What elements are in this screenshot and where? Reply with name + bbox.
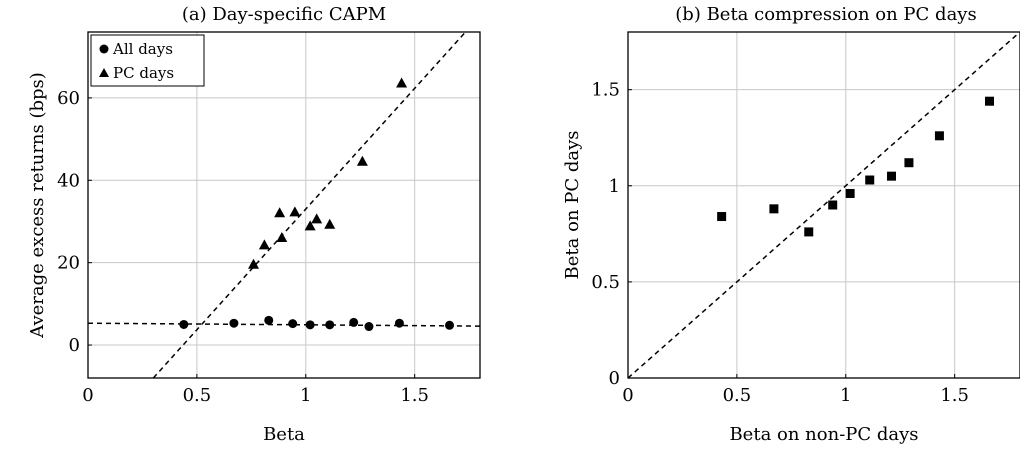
panel-a-grid xyxy=(88,32,480,378)
panel-b-series-0-point-0 xyxy=(717,212,727,222)
panel-a-series-0-point-1 xyxy=(229,318,239,328)
panel-b-series-0-point-6 xyxy=(887,171,897,181)
panel-a-y-tick-label-3: 60 xyxy=(57,88,80,109)
legend-circle-marker xyxy=(99,44,109,54)
panel-b-title: (b) Beta compression on PC days xyxy=(675,4,976,25)
panel-b-x-tick-label-3: 1.5 xyxy=(940,385,969,406)
panel-a-y-tick-label-0: 0 xyxy=(69,335,80,356)
panel-b-y-tick-label-3: 1.5 xyxy=(591,80,620,101)
panel-a-y-tick-label-2: 40 xyxy=(57,170,80,191)
legend-entry-all-days: All days xyxy=(112,40,173,58)
panel-b-series-0-point-3 xyxy=(828,200,838,210)
panel-a-series-0-point-3 xyxy=(288,319,298,329)
panel-a-series-0-point-9 xyxy=(445,320,455,330)
panel-b-fit-lines xyxy=(628,32,1020,378)
legend-entry-pc-days: PC days xyxy=(113,64,174,82)
panel-a-x-tick-label-0: 0 xyxy=(82,385,93,406)
panel-a-series-1-point-2 xyxy=(274,207,286,218)
panel-a-series-0-point-5 xyxy=(325,320,335,330)
panel-a-legend-box xyxy=(90,34,205,87)
panel-a-series-1-point-0 xyxy=(248,258,260,269)
panel-a-series-0-point-7 xyxy=(364,322,374,332)
panel-b-y-tick-label-0: 0 xyxy=(609,368,620,389)
panel-b-series-0-point-7 xyxy=(904,158,914,168)
panel-a-series-1-point-5 xyxy=(304,220,316,231)
panel-a-fit-lines xyxy=(88,32,480,378)
panel-a-series-0-point-0 xyxy=(179,319,189,329)
panel-a-x-tick-label-3: 1.5 xyxy=(400,385,429,406)
panel-b-series-0-point-2 xyxy=(804,227,814,237)
panel-a-y-tick-label-1: 20 xyxy=(57,253,80,274)
panel-b-y-tick-label-2: 1 xyxy=(609,176,620,197)
panel-a-y-axis-label: Average excess returns (bps) xyxy=(27,72,48,339)
panel-a-fit-line-1 xyxy=(152,32,467,378)
panel-b-tick-labels: 0 0.5 1 1.5 0 0.5 1 1.5 xyxy=(591,80,969,406)
panel-a-day-specific-capm: (a) Day-specific CAPM 0 0.5 1 1.5 0 20 40 60 Be… xyxy=(27,4,481,445)
panel-a-series-0-point-2 xyxy=(264,315,274,325)
panel-a-legend: All days PC days xyxy=(90,34,205,87)
panel-a-x-axis-label: Beta xyxy=(263,424,305,445)
panel-b-x-axis-label: Beta on non-PC days xyxy=(729,424,918,445)
panel-b-y-tick-label-1: 0.5 xyxy=(591,272,620,293)
panel-b-series-0-point-9 xyxy=(985,96,995,106)
panel-b-series-0-point-1 xyxy=(769,204,779,214)
panel-a-x-tick-label-2: 1 xyxy=(300,385,311,406)
panel-a-series-1-point-9 xyxy=(396,77,408,88)
panel-a-tick-labels: 0 0.5 1 1.5 0 20 40 60 xyxy=(57,88,429,406)
panel-a-markers xyxy=(179,77,455,332)
panel-b-grid xyxy=(628,32,1020,378)
panel-a-plot-frame xyxy=(87,31,481,379)
panel-a-series-1-point-6 xyxy=(311,213,323,224)
panel-b-fit-line-0 xyxy=(628,32,1020,378)
panel-a-series-1-point-7 xyxy=(324,218,336,229)
panel-b-x-tick-label-2: 1 xyxy=(840,385,851,406)
panel-a-series-0-point-8 xyxy=(394,318,404,328)
panel-a-x-tick-label-1: 0.5 xyxy=(183,385,212,406)
panel-a-series-0-point-4 xyxy=(305,320,315,330)
panel-b-x-tick-label-1: 0.5 xyxy=(723,385,752,406)
panel-a-title: (a) Day-specific CAPM xyxy=(182,4,386,25)
panel-b-x-tick-label-0: 0 xyxy=(622,385,633,406)
panel-a-series-0-point-6 xyxy=(349,317,359,327)
panel-b-series-0-point-4 xyxy=(845,188,855,198)
panel-b-y-axis-label: Beta on PC days xyxy=(562,131,583,280)
panel-a-fit-line-0 xyxy=(88,322,480,327)
legend-triangle-marker xyxy=(99,68,109,77)
panel-a-series-1-point-8 xyxy=(356,155,368,166)
panel-a-series-1-point-1 xyxy=(258,239,270,250)
panel-b-series-0-point-8 xyxy=(934,131,944,141)
panel-a-series-1-point-4 xyxy=(289,206,301,217)
panel-b-markers xyxy=(717,96,995,237)
panel-b-plot-frame xyxy=(627,31,1020,379)
panel-b-beta-compression: (b) Beta compression on PC days 0 0.5 1 1.5… xyxy=(562,4,1020,445)
panel-a-series-1-point-3 xyxy=(276,231,288,242)
panel-b-series-0-point-5 xyxy=(865,175,875,185)
